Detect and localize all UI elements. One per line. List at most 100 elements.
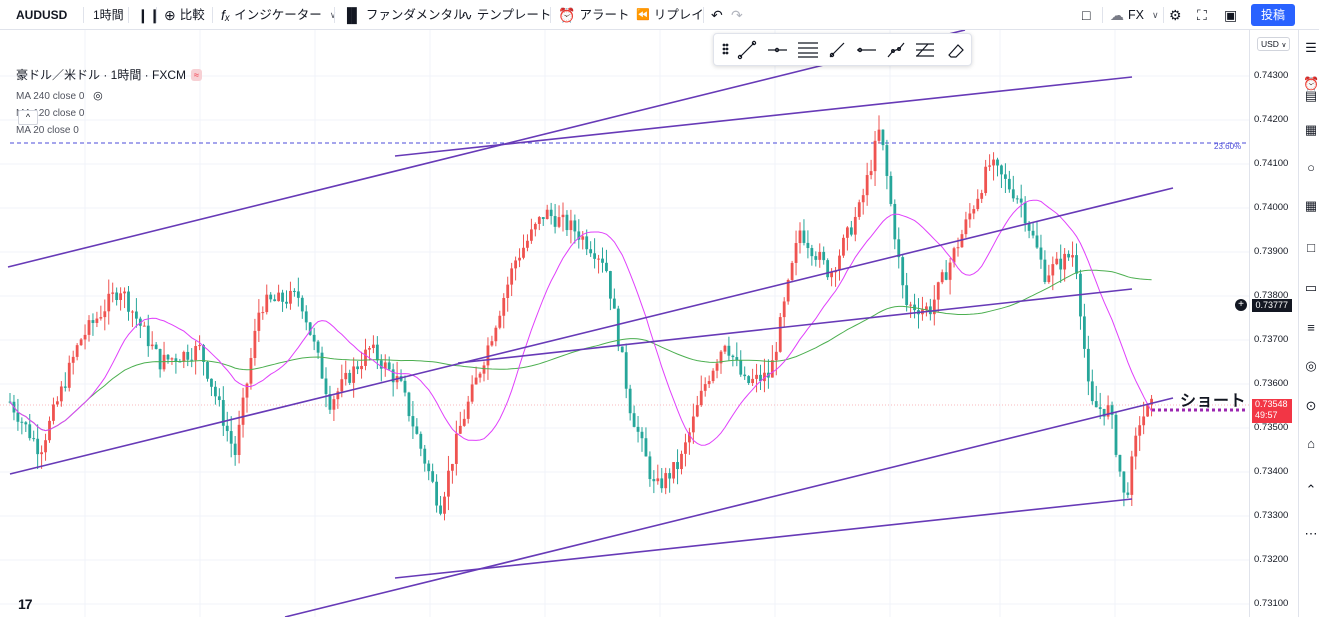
templates-button[interactable]: ∿ テンプレート [461, 0, 551, 30]
redo-button[interactable]: ↷ [731, 0, 743, 30]
horizontal-line-icon[interactable] [857, 47, 876, 53]
candle-body [660, 478, 664, 489]
candle-body [940, 272, 944, 283]
trend-line [7, 30, 966, 268]
chart-canvas[interactable] [0, 30, 1249, 617]
candle-body [518, 257, 521, 261]
candle-body [668, 473, 672, 479]
radio-icon[interactable]: ⊙ [1305, 398, 1317, 413]
candle-body [1000, 165, 1003, 175]
ray-icon[interactable] [829, 42, 845, 58]
candle-body [537, 217, 541, 224]
candle-body [36, 438, 40, 455]
candle-body [59, 386, 63, 402]
candle-body [684, 442, 687, 454]
ideas-icon[interactable]: ○ [1307, 160, 1315, 175]
notes-icon[interactable]: ▭ [1304, 280, 1318, 295]
candle-body [24, 422, 28, 425]
news-icon[interactable]: ▤ [1304, 88, 1318, 103]
candle-body [277, 292, 280, 302]
chat-icon[interactable]: □ [1307, 240, 1315, 255]
ma120-legend[interactable]: MA 120 close 0 [16, 108, 202, 119]
price-tick-label: 0.73700 [1254, 334, 1289, 345]
moving-averages [9, 199, 1153, 446]
price-scale[interactable]: 0.74300 0.74200 0.74100 0.74000 0.73900 0.738… [1249, 30, 1298, 617]
price-tick-label: 0.74200 [1254, 114, 1289, 125]
ma240-legend[interactable]: MA 240 close 0 ◎ [16, 89, 202, 102]
data-window-icon[interactable]: ▦ [1304, 198, 1318, 213]
candle-body [233, 443, 237, 455]
candle-body [711, 370, 715, 382]
undo-button[interactable]: ↶ [711, 0, 723, 30]
candle-body [312, 334, 316, 342]
candle-body [135, 311, 138, 319]
candle-body [67, 362, 71, 388]
grip-icon[interactable] [722, 43, 729, 55]
candle-body [1118, 454, 1122, 472]
interval-button[interactable]: 1時間 [93, 0, 124, 30]
eraser-icon[interactable] [948, 44, 964, 58]
compare-button[interactable]: ⊕ 比較 [164, 0, 205, 30]
options-icon[interactable]: ⋯ [1304, 526, 1318, 541]
pulse-icon[interactable]: ≡ [1307, 320, 1315, 335]
candle-body [719, 351, 723, 364]
candle-body [1011, 189, 1015, 199]
snapshot-button[interactable]: ▣ [1224, 0, 1237, 30]
candle-body [170, 358, 174, 360]
price-tick-label: 0.73500 [1254, 422, 1289, 433]
symbol-search-button[interactable]: AUDUSD [16, 0, 67, 30]
alarm-icon[interactable]: ⏰ [1303, 76, 1319, 91]
watchlist-icon[interactable]: ☰ [1305, 40, 1317, 55]
settings-button[interactable]: ⚙ [1169, 0, 1182, 30]
candle-body [308, 322, 312, 335]
currency-select[interactable]: USD ∨ [1257, 37, 1291, 51]
add-plus-icon[interactable]: + [1235, 299, 1247, 311]
short-annotation[interactable]: ショート [1180, 393, 1247, 410]
horizontal-ray-icon[interactable] [768, 47, 787, 53]
toolbar-divider [1102, 7, 1103, 23]
fundamentals-button[interactable]: ▐▌ ファンダメンタル [342, 0, 465, 30]
candle-body [889, 175, 893, 204]
candle-body [372, 344, 375, 349]
alert-button[interactable]: ⏰ アラート [558, 0, 629, 30]
layout-name-button[interactable]: ☁ FX ∨ [1110, 0, 1159, 30]
multi-point-line-icon[interactable] [887, 42, 905, 58]
candle-body [506, 284, 510, 298]
candle-body [1122, 471, 1126, 493]
chart-pane[interactable]: 豪ドル／米ドル · 1時間 · FXCM ≈ MA 240 close 0 ◎ M… [0, 30, 1249, 617]
trend-line [284, 397, 1174, 617]
candle-body [984, 166, 988, 194]
ma20-legend[interactable]: MA 20 close 0 [16, 125, 202, 136]
parallel-channel-icon[interactable] [798, 42, 818, 58]
replay-button[interactable]: ⏪ リプレイ [636, 0, 704, 30]
layout-button[interactable]: □ [1082, 0, 1090, 30]
candle-body [439, 505, 442, 514]
fullscreen-button[interactable]: ⛶ [1197, 0, 1207, 30]
chart-type-button[interactable]: ❙❙ [137, 0, 160, 30]
legend-collapse-button[interactable]: ^ [18, 110, 38, 125]
post-button[interactable]: 投稿 [1251, 4, 1295, 26]
market-status-badge[interactable]: ≈ [191, 68, 202, 81]
candle-body [1047, 275, 1051, 283]
trend-line-icon[interactable] [737, 40, 757, 60]
eye-off-icon[interactable]: ◎ [93, 90, 103, 102]
candle-body [221, 400, 225, 426]
trend-lines[interactable] [7, 30, 1174, 617]
alerts-icon[interactable]: ⌂ [1307, 436, 1315, 451]
fib-icon[interactable] [916, 43, 934, 57]
candle-body [75, 345, 79, 357]
calendar-icon[interactable]: ▦ [1304, 122, 1318, 137]
candle-body [48, 420, 51, 441]
tradingview-logo[interactable]: 17 [18, 596, 33, 612]
streams-icon[interactable]: ◎ [1305, 358, 1317, 373]
candle-body [206, 361, 209, 379]
candle-body [1083, 316, 1086, 349]
candle-body [770, 360, 774, 378]
candle-body [261, 312, 265, 314]
candle-body [427, 463, 431, 472]
candle-body [514, 260, 517, 269]
candle-body [368, 348, 371, 350]
expand-icon[interactable]: ⌃ [1305, 482, 1317, 497]
candle-body [1035, 235, 1039, 248]
